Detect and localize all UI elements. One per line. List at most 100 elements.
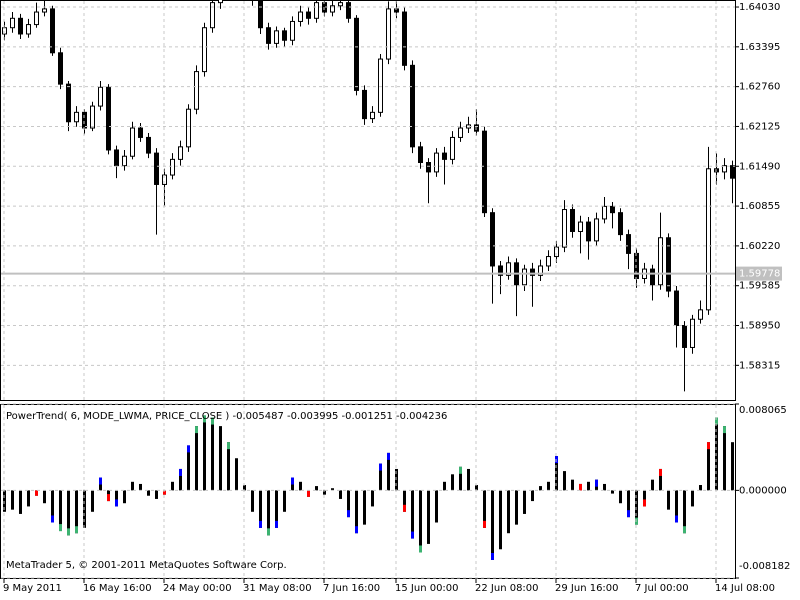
histogram-bar (283, 490, 286, 512)
histogram-bar-tip (659, 468, 662, 476)
histogram-bar-tip (203, 415, 206, 423)
histogram-bar (43, 490, 46, 504)
histogram-bar (675, 490, 678, 523)
current-price-label: 1.59778 (739, 269, 780, 280)
candle-body (130, 127, 135, 157)
histogram-bar (155, 490, 158, 499)
x-tick-label: 16 May 16:00 (83, 583, 152, 594)
histogram-bar (611, 490, 614, 494)
histogram-bar-tip (211, 417, 214, 425)
histogram-bar (403, 490, 406, 512)
histogram-bar (299, 481, 302, 491)
histogram-bar (435, 490, 438, 523)
histogram-bar (467, 468, 470, 491)
histogram-bar (731, 442, 734, 491)
histogram-bar (203, 415, 206, 491)
histogram-bar (411, 490, 414, 539)
candle-body (690, 318, 695, 348)
histogram-bar-tip (347, 510, 350, 518)
histogram-bar (531, 490, 534, 502)
y-tick-label: 1.62125 (739, 121, 780, 132)
indicator-panel (0, 404, 736, 579)
candle-body (450, 136, 455, 160)
histogram-bar (123, 490, 126, 504)
y-tick-label: 1.58315 (739, 360, 780, 371)
histogram-bar-tip (187, 445, 190, 453)
histogram-bar-tip (411, 531, 414, 539)
candle-body (146, 136, 151, 154)
candle-body (10, 17, 15, 29)
candle-body (674, 290, 679, 327)
y-tick-label: 0.000000 (739, 485, 787, 496)
histogram-bar (131, 481, 134, 491)
histogram-bar (651, 479, 654, 491)
candle-body (346, 2, 351, 19)
candle-body (538, 265, 543, 276)
histogram-bar (227, 442, 230, 491)
histogram-bar-tip (723, 426, 726, 434)
candle-body (154, 152, 159, 185)
candle-body (658, 237, 663, 286)
histogram-bar (243, 485, 246, 491)
candle-body (546, 256, 551, 267)
histogram-bar-tip (579, 483, 582, 491)
x-tick-label: 24 May 00:00 (163, 583, 232, 594)
histogram-bar-tip (179, 468, 182, 476)
histogram-bar (707, 442, 710, 491)
candle-body (586, 221, 591, 242)
y-tick-label: 1.60220 (739, 241, 780, 252)
histogram-bar (11, 490, 14, 510)
histogram-bar (339, 490, 342, 499)
histogram-bar-tip (267, 528, 270, 536)
histogram-bar (355, 490, 358, 534)
histogram-bar-tip (275, 520, 278, 528)
histogram-bar-tip (683, 526, 686, 534)
y-tick-label: -0.008182 (739, 561, 790, 572)
histogram-bar (723, 426, 726, 491)
candle-body (290, 20, 295, 41)
histogram-bar (667, 490, 670, 510)
histogram-bar-tip (259, 520, 262, 528)
x-tick-label: 9 May 2011 (3, 583, 62, 594)
candle-body (186, 108, 191, 148)
histogram-bar (683, 490, 686, 534)
histogram-bar-tip (35, 490, 38, 496)
histogram-bar (139, 483, 142, 491)
histogram-bar (603, 483, 606, 491)
axes: 1.64030 1.63395 1.62760 1.62125 1.61490 1.608… (1, 1, 790, 594)
candle-body (426, 162, 431, 173)
candle-body (370, 111, 375, 120)
candle-body (314, 2, 319, 19)
histogram-bar (499, 490, 502, 550)
histogram-bar-tip (99, 477, 102, 485)
candle-body (706, 168, 711, 311)
histogram-bar (267, 490, 270, 536)
candle-body (498, 265, 503, 276)
histogram-bar (523, 490, 526, 514)
histogram-bar (91, 490, 94, 512)
main-panel (0, 0, 736, 401)
histogram-bar-tip (595, 479, 598, 487)
histogram-bar-tip (75, 526, 78, 534)
histogram-bar-tip (379, 463, 382, 471)
histogram-bar-tip (51, 515, 54, 523)
histogram-bar (659, 468, 662, 491)
histogram-bar (347, 490, 350, 518)
candle-body (682, 325, 687, 348)
histogram-bar-tip (387, 452, 390, 460)
candle-body (138, 127, 143, 138)
candle-body (490, 212, 495, 267)
candle-body (258, 0, 263, 29)
histogram-bar (147, 490, 150, 496)
histogram-bar (187, 445, 190, 491)
candle-body (338, 2, 343, 7)
histogram-bar (419, 490, 422, 553)
candle-body (418, 146, 423, 164)
y-tick-label: 1.58950 (739, 321, 780, 332)
candle-body (530, 268, 535, 276)
histogram-bar (475, 485, 478, 491)
histogram-bar (699, 485, 702, 491)
candle-body (122, 155, 127, 167)
histogram-bar (259, 490, 262, 528)
histogram-bar (195, 426, 198, 491)
